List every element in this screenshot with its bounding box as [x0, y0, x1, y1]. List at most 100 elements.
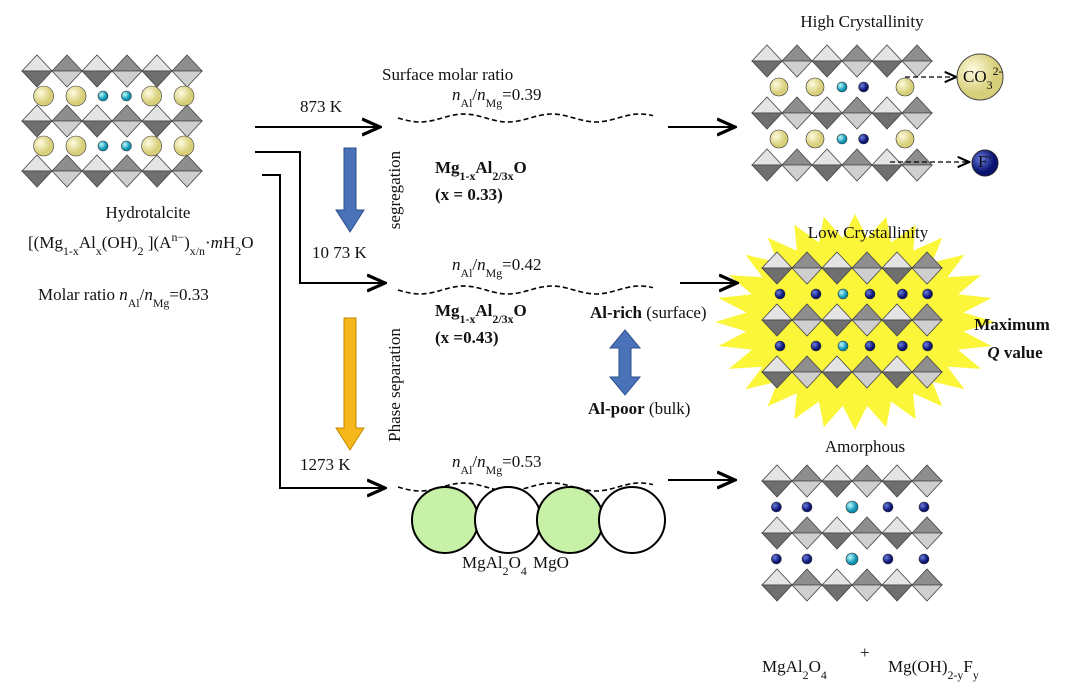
text-part: 3 — [987, 78, 993, 92]
octahedron — [851, 371, 883, 389]
text-part: H — [223, 233, 235, 252]
text-part: MgAl — [462, 553, 503, 572]
octahedron — [881, 464, 913, 482]
text-part: / — [472, 85, 477, 104]
octahedron — [751, 148, 783, 166]
text-part: Al — [461, 266, 474, 280]
phase-particle — [474, 486, 542, 554]
text-part: / — [472, 452, 477, 471]
octahedron — [171, 154, 203, 172]
octahedron — [761, 464, 793, 482]
octahedron — [901, 164, 933, 182]
text-part: Mg — [153, 296, 170, 310]
state-label: High Crystallinity — [800, 12, 924, 31]
octahedron — [141, 70, 173, 88]
octahedron — [821, 267, 853, 285]
octahedron — [781, 96, 813, 114]
ion-label: F- — [978, 149, 991, 171]
text-part: CO — [963, 67, 987, 86]
text-part: x/n — [190, 244, 205, 258]
fluoride-ion — [971, 149, 999, 177]
atom — [141, 85, 162, 107]
atom — [97, 90, 109, 102]
atom — [801, 501, 813, 513]
text-part: 2/3x — [492, 169, 513, 183]
text-part: Mg — [435, 301, 460, 320]
octahedron — [821, 568, 853, 586]
atom — [810, 288, 822, 300]
text-part: Al-rich — [590, 303, 642, 322]
octahedron — [51, 154, 83, 172]
octahedron — [171, 104, 203, 122]
octahedron — [841, 96, 873, 114]
text-part: n — [452, 452, 461, 471]
temperature: 10 73 K — [312, 243, 368, 262]
octahedron — [841, 164, 873, 182]
octahedron — [821, 319, 853, 337]
octahedron — [901, 44, 933, 62]
text-part: O — [509, 553, 521, 572]
octahedron — [911, 267, 943, 285]
octahedron — [761, 480, 793, 498]
text-part: =0.33 — [169, 285, 208, 304]
process-label: segregation — [385, 150, 404, 229]
octahedron — [141, 104, 173, 122]
atom — [173, 85, 195, 107]
octahedron — [761, 371, 793, 389]
text-part: Mg — [435, 158, 460, 177]
surface-ratio: nAl/nMg=0.42 — [452, 255, 542, 280]
text-part: [(Mg — [28, 233, 63, 252]
atom — [864, 340, 876, 352]
octahedron — [851, 516, 883, 534]
text-part: 2/3x — [492, 312, 513, 326]
octahedron — [171, 170, 203, 188]
temperature: 1273 K — [300, 455, 351, 474]
octahedron — [811, 148, 843, 166]
atom — [858, 81, 869, 93]
text-part: n — [477, 85, 486, 104]
octahedron — [111, 170, 143, 188]
octahedron — [81, 154, 113, 172]
octahedron — [791, 516, 823, 534]
text-part: MgAl — [762, 657, 803, 676]
octahedron — [171, 120, 203, 138]
atom — [845, 500, 859, 514]
text-part: n — [477, 452, 486, 471]
text-part: O — [241, 233, 253, 252]
octahedron — [761, 584, 793, 602]
octahedron — [781, 44, 813, 62]
octahedron — [841, 148, 873, 166]
state-label: Low Crystallinity — [808, 223, 929, 242]
octahedron — [901, 112, 933, 130]
octahedron — [761, 516, 793, 534]
text-part: - — [987, 149, 991, 163]
octahedron — [881, 516, 913, 534]
atom — [918, 501, 930, 513]
text-part: (surface) — [642, 303, 707, 322]
process-label: Phase separation — [385, 328, 404, 442]
text-part: ](A — [144, 233, 173, 252]
text-part: n — [452, 85, 461, 104]
text-part: n− — [171, 230, 184, 244]
text-part: 2 — [138, 244, 144, 258]
atom — [65, 135, 87, 157]
octahedron — [51, 104, 83, 122]
atom — [882, 553, 894, 565]
oxide-x: (x = 0.33) — [435, 185, 503, 204]
octahedron — [811, 164, 843, 182]
molar-ratio: Molar ratio nAl/nMg=0.33 — [38, 285, 209, 310]
octahedron — [781, 112, 813, 130]
octahedron — [81, 70, 113, 88]
text-part: Al — [461, 463, 474, 477]
text-part: Al-poor — [588, 399, 645, 418]
carbonate-ion — [956, 53, 1004, 101]
octahedron — [791, 267, 823, 285]
octahedron — [21, 104, 53, 122]
text-part: 2-y — [948, 668, 964, 682]
atom — [837, 340, 849, 352]
phase-particle — [598, 486, 666, 554]
octahedron — [881, 480, 913, 498]
octahedron — [871, 112, 903, 130]
text-part: O — [514, 158, 527, 177]
